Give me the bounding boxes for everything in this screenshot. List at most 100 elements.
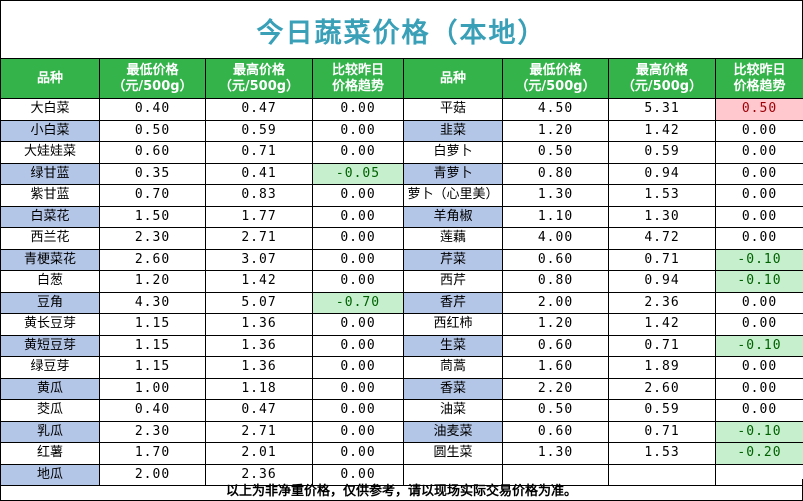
left-trend-cell: 0.00 (312, 399, 404, 422)
left-trend-cell: -0.05 (312, 162, 404, 185)
right-min-cell: 2.20 (502, 377, 609, 400)
left-trend-cell: 0.00 (312, 334, 404, 357)
header-min-right: 最低价格 （元/500g） (502, 58, 609, 99)
left-name-cell: 黄短豆芽 (0, 334, 100, 357)
left-trend-cell: -0.70 (312, 291, 404, 314)
right-max-cell: 1.42 (608, 313, 716, 336)
right-name-cell: 生菜 (403, 334, 503, 357)
left-min-cell: 1.20 (99, 270, 206, 293)
table-row: 青梗菜花 2.60 3.07 0.00 芹菜 0.60 0.71 -0.10 (0, 248, 803, 271)
right-name-cell: 西红柿 (403, 313, 503, 336)
left-min-cell: 0.60 (99, 141, 206, 164)
right-max-cell: 1.53 (608, 184, 716, 207)
header-min-left: 最低价格 （元/500g） (99, 58, 206, 99)
table-row: 白葱 1.20 1.42 0.00 西芹 0.80 0.94 -0.10 (0, 270, 803, 293)
left-max-cell: 0.47 (205, 98, 313, 121)
right-min-cell: 0.50 (502, 399, 609, 422)
right-name-cell: 白萝卜 (403, 141, 503, 164)
right-name-cell: 青萝卜 (403, 162, 503, 185)
right-max-cell: 0.71 (608, 420, 716, 443)
right-trend-cell: -0.10 (715, 334, 803, 357)
left-trend-cell: 0.00 (312, 270, 404, 293)
left-trend-cell: 0.00 (312, 356, 404, 379)
left-trend-cell: 0.00 (312, 313, 404, 336)
right-trend-cell: 0.00 (715, 162, 803, 185)
table-row: 黄瓜 1.00 1.18 0.00 香菜 2.20 2.60 0.00 (0, 377, 803, 400)
left-max-cell: 0.59 (205, 119, 313, 142)
left-min-cell: 2.60 (99, 248, 206, 271)
left-name-cell: 大娃娃菜 (0, 141, 100, 164)
right-min-cell: 0.80 (502, 270, 609, 293)
left-name-cell: 绿甘蓝 (0, 162, 100, 185)
left-min-cell: 1.70 (99, 442, 206, 465)
left-max-cell: 1.36 (205, 334, 313, 357)
table-row: 紫甘蓝 0.70 0.83 0.00 萝卜（心里美） 1.30 1.53 0.00 (0, 184, 803, 207)
header-row: 品种 最低价格 （元/500g） 最高价格 （元/500g） 比较昨日 价格趋势 品种… (0, 58, 803, 99)
right-min-cell: 0.60 (502, 334, 609, 357)
left-name-cell: 小白菜 (0, 119, 100, 142)
right-trend-cell: 0.00 (715, 291, 803, 314)
right-min-cell: 0.50 (502, 141, 609, 164)
right-trend-cell: 0.00 (715, 356, 803, 379)
left-min-cell: 1.50 (99, 205, 206, 228)
right-max-cell: 0.59 (608, 141, 716, 164)
right-min-cell: 1.30 (502, 442, 609, 465)
table-row: 绿甘蓝 0.35 0.41 -0.05 青萝卜 0.80 0.94 0.00 (0, 162, 803, 185)
left-trend-cell: 0.00 (312, 184, 404, 207)
left-min-cell: 2.30 (99, 420, 206, 443)
right-max-cell: 0.94 (608, 162, 716, 185)
table-row: 黄短豆芽 1.15 1.36 0.00 生菜 0.60 0.71 -0.10 (0, 334, 803, 357)
left-min-cell: 0.40 (99, 399, 206, 422)
header-name-left: 品种 (0, 58, 100, 99)
left-name-cell: 黄长豆芽 (0, 313, 100, 336)
table-row: 茭瓜 0.40 0.47 0.00 油菜 0.50 0.59 0.00 (0, 399, 803, 422)
right-max-cell: 2.60 (608, 377, 716, 400)
right-trend-cell: 0.00 (715, 141, 803, 164)
left-max-cell: 0.41 (205, 162, 313, 185)
left-max-cell: 2.36 (205, 463, 313, 486)
right-name-cell: 芹菜 (403, 248, 503, 271)
left-min-cell: 1.15 (99, 313, 206, 336)
right-trend-cell: 0.00 (715, 119, 803, 142)
left-min-cell: 1.15 (99, 356, 206, 379)
table-row: 豆角 4.30 5.07 -0.70 香芹 2.00 2.36 0.00 (0, 291, 803, 314)
right-name-cell: 西芹 (403, 270, 503, 293)
left-max-cell: 0.47 (205, 399, 313, 422)
right-name-cell: 平菇 (403, 98, 503, 121)
left-name-cell: 乳瓜 (0, 420, 100, 443)
left-trend-cell: 0.00 (312, 98, 404, 121)
right-min-cell: 1.60 (502, 356, 609, 379)
left-name-cell: 白菜花 (0, 205, 100, 228)
table-row: 大娃娃菜 0.60 0.71 0.00 白萝卜 0.50 0.59 0.00 (0, 141, 803, 164)
right-min-cell: 2.00 (502, 291, 609, 314)
right-max-cell: 0.71 (608, 248, 716, 271)
left-trend-cell: 0.00 (312, 377, 404, 400)
left-max-cell: 0.83 (205, 184, 313, 207)
right-max-cell: 1.30 (608, 205, 716, 228)
left-trend-cell: 0.00 (312, 248, 404, 271)
left-name-cell: 西兰花 (0, 227, 100, 250)
right-trend-cell: 0.00 (715, 377, 803, 400)
right-min-cell: 1.10 (502, 205, 609, 228)
table-row: 小白菜 0.50 0.59 0.00 韭菜 1.20 1.42 0.00 (0, 119, 803, 142)
left-max-cell: 2.71 (205, 227, 313, 250)
table-row: 红薯 1.70 2.01 0.00 圆生菜 1.30 1.53 -0.20 (0, 442, 803, 465)
table-row: 西兰花 2.30 2.71 0.00 莲藕 4.00 4.72 0.00 (0, 227, 803, 250)
left-min-cell: 2.30 (99, 227, 206, 250)
right-trend-cell: 0.00 (715, 313, 803, 336)
left-name-cell: 大白菜 (0, 98, 100, 121)
right-max-cell: 5.31 (608, 98, 716, 121)
table-row: 黄长豆芽 1.15 1.36 0.00 西红柿 1.20 1.42 0.00 (0, 313, 803, 336)
right-name-cell: 茼蒿 (403, 356, 503, 379)
right-trend-cell: 0.50 (715, 98, 803, 121)
table-row: 地瓜 2.00 2.36 0.00 (0, 463, 803, 486)
right-name-cell: 莲藕 (403, 227, 503, 250)
right-max-cell: 1.42 (608, 119, 716, 142)
left-name-cell: 青梗菜花 (0, 248, 100, 271)
right-max-cell: 1.89 (608, 356, 716, 379)
header-trend-right: 比较昨日 价格趋势 (715, 58, 803, 99)
right-min-cell: 1.30 (502, 184, 609, 207)
right-max-cell: 2.36 (608, 291, 716, 314)
right-trend-cell: -0.10 (715, 270, 803, 293)
